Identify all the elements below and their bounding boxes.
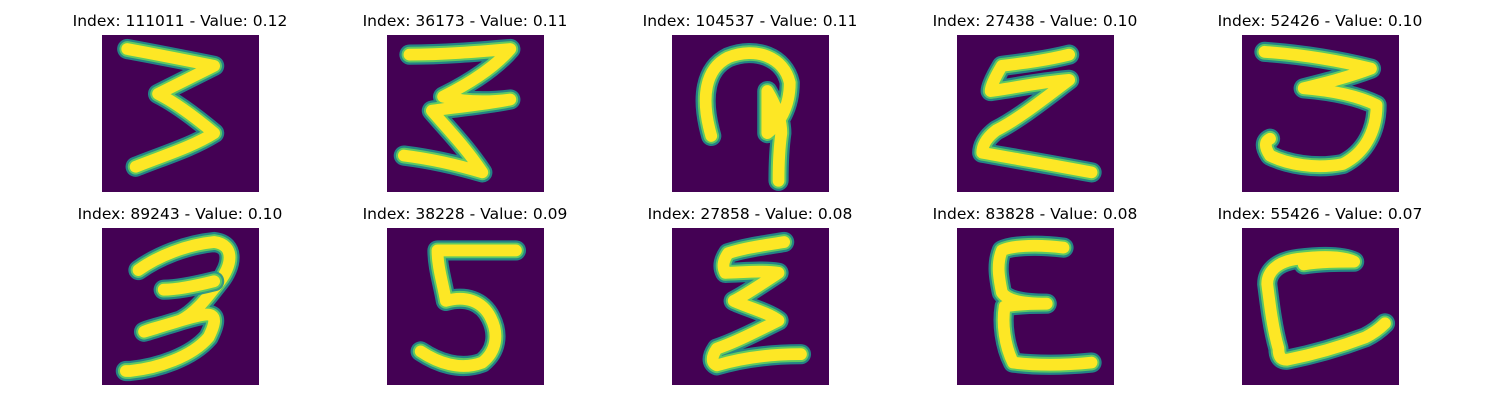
digit-stroke: [121, 43, 221, 173]
panel-title: Index: 36173 - Value: 0.11: [362, 12, 568, 30]
digit-image: [1242, 228, 1399, 385]
digit-image: [1242, 35, 1399, 192]
panel-10: Index: 55426 - Value: 0.07: [1170, 193, 1470, 385]
panel-title: Index: 104537 - Value: 0.11: [642, 12, 858, 30]
panel-title: Index: 38228 - Value: 0.09: [362, 205, 568, 223]
panel-title: Index: 83828 - Value: 0.08: [932, 205, 1138, 223]
digit-stroke: [699, 47, 796, 187]
panel-title: Index: 89243 - Value: 0.10: [77, 205, 283, 223]
panel-4: Index: 27438 - Value: 0.10: [885, 0, 1185, 192]
panel-2: Index: 36173 - Value: 0.11: [315, 0, 615, 192]
digit-stroke: [414, 244, 522, 372]
panel-9: Index: 83828 - Value: 0.08: [885, 193, 1185, 385]
digit-image: [387, 35, 544, 192]
panel-title: Index: 27858 - Value: 0.08: [647, 205, 853, 223]
panel-7: Index: 38228 - Value: 0.09: [315, 193, 615, 385]
panel-3: Index: 104537 - Value: 0.11: [600, 0, 900, 192]
digit-stroke: [119, 236, 236, 377]
digit-stroke: [397, 43, 517, 179]
digit-stroke: [1258, 45, 1383, 173]
digit-image: [957, 228, 1114, 385]
panel-title: Index: 27438 - Value: 0.10: [932, 12, 1138, 30]
digit-stroke: [976, 48, 1098, 179]
panel-title: Index: 55426 - Value: 0.07: [1217, 205, 1423, 223]
digit-image: [387, 228, 544, 385]
panel-5: Index: 52426 - Value: 0.10: [1170, 0, 1470, 192]
digit-stroke: [1261, 251, 1391, 366]
panel-title: Index: 52426 - Value: 0.10: [1217, 12, 1423, 30]
panel-title: Index: 111011 - Value: 0.12: [72, 12, 288, 30]
digit-image: [957, 35, 1114, 192]
digit-stroke: [157, 275, 221, 296]
panel-6: Index: 89243 - Value: 0.10: [30, 193, 330, 385]
digit-stroke: [706, 236, 807, 372]
digit-image: [102, 228, 259, 385]
digit-image: [102, 35, 259, 192]
digit-image: [672, 35, 829, 192]
panel-1: Index: 111011 - Value: 0.12: [30, 0, 330, 192]
digit-image: [672, 228, 829, 385]
digit-stroke: [992, 239, 1098, 371]
panel-8: Index: 27858 - Value: 0.08: [600, 193, 900, 385]
